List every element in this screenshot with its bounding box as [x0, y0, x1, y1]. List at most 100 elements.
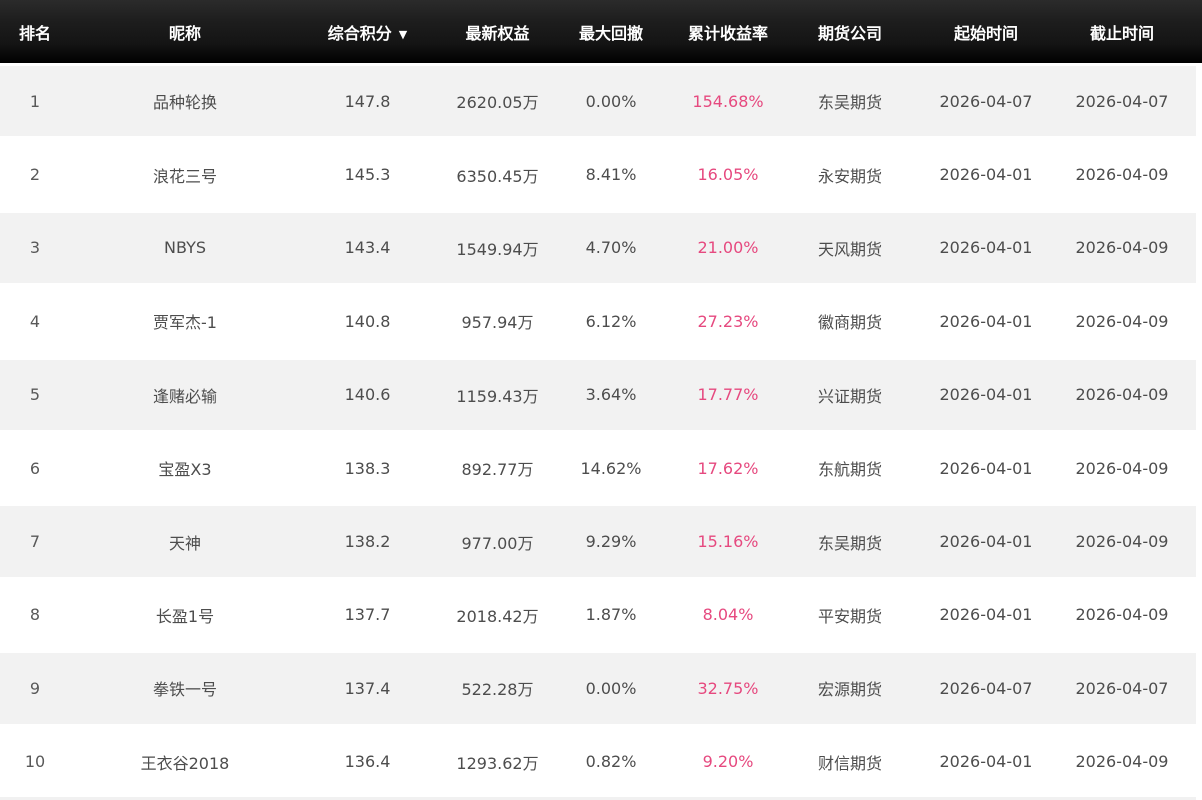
cell-start_date: 2026-04-01 [906, 723, 1066, 797]
column-header-company: 期货公司 [794, 0, 906, 63]
column-label: 累计收益率 [687, 23, 768, 43]
cell-start_date: 2026-04-01 [906, 576, 1066, 651]
cell-rank: 5 [0, 356, 70, 430]
header-row: 排名 昵称 综合积分 ▼ 最新权益 最大回撤 累计收益率 期货公司 起始时间 截止时间 [0, 0, 1202, 63]
cell-start_date: 2026-04-01 [906, 136, 1066, 210]
table-row: 8 长盈1号 137.7 2018.42万 1.87% 8.04% 平安期货 2026-04-… [0, 576, 1202, 651]
cell-end_date: 2026-04-07 [1066, 63, 1202, 137]
cell-start_date: 2026-04-07 [906, 63, 1066, 137]
cell-drawdown: 6.12% [560, 283, 662, 357]
cell-company: 东航期货 [794, 429, 906, 504]
column-label: 期货公司 [817, 23, 882, 43]
cell-return_rate: 8.04% [662, 576, 794, 651]
table-row: 6 宝盈X3 138.3 892.77万 14.62% 17.62% 东航期货 2026-04… [0, 429, 1202, 504]
cell-company: 财信期货 [794, 723, 906, 797]
column-label: 最大回撤 [578, 23, 643, 43]
cell-equity: 957.94万 [435, 283, 560, 357]
cell-nickname: 贾军杰-1 [70, 283, 300, 357]
cell-start_date: 2026-04-01 [906, 283, 1066, 357]
cell-return_rate: 154.68% [662, 63, 794, 137]
cell-company: 东吴期货 [794, 503, 906, 577]
column-header-score[interactable]: 综合积分 ▼ [300, 0, 435, 63]
cell-score: 136.4 [300, 723, 435, 797]
cell-equity: 1159.43万 [435, 356, 560, 430]
table-row: 5 逢赌必输 140.6 1159.43万 3.64% 17.77% 兴证期货 2026-04… [0, 356, 1202, 430]
cell-equity: 2620.05万 [435, 63, 560, 137]
cell-nickname: 逢赌必输 [70, 356, 300, 430]
cell-nickname: 拳铁一号 [70, 650, 300, 724]
cell-equity: 892.77万 [435, 429, 560, 504]
cell-score: 140.6 [300, 356, 435, 430]
table-row: 9 拳铁一号 137.4 522.28万 0.00% 32.75% 宏源期货 2026-04-… [0, 650, 1202, 724]
cell-nickname: 宝盈X3 [70, 429, 300, 504]
cell-score: 138.3 [300, 429, 435, 504]
cell-end_date: 2026-04-09 [1066, 356, 1202, 430]
column-header-equity: 最新权益 [435, 0, 560, 63]
cell-nickname: 天神 [70, 503, 300, 577]
cell-company: 平安期货 [794, 576, 906, 651]
table-row: 4 贾军杰-1 140.8 957.94万 6.12% 27.23% 徽商期货 2026-04… [0, 283, 1202, 357]
cell-nickname: NBYS [70, 209, 300, 284]
cell-rank: 8 [0, 576, 70, 651]
table-row: 10 王衣谷2018 136.4 1293.62万 0.82% 9.20% 财信期货 2026… [0, 723, 1202, 797]
cell-equity: 522.28万 [435, 650, 560, 724]
cell-end_date: 2026-04-07 [1066, 650, 1202, 724]
cell-drawdown: 0.00% [560, 650, 662, 724]
cell-end_date: 2026-04-09 [1066, 576, 1202, 651]
cell-score: 138.2 [300, 503, 435, 577]
cell-nickname: 长盈1号 [70, 576, 300, 651]
cell-rank: 4 [0, 283, 70, 357]
cell-return_rate: 32.75% [662, 650, 794, 724]
cell-equity: 2018.42万 [435, 576, 560, 651]
cell-return_rate: 17.62% [662, 429, 794, 504]
cell-start_date: 2026-04-01 [906, 503, 1066, 577]
cell-score: 137.4 [300, 650, 435, 724]
cell-drawdown: 3.64% [560, 356, 662, 430]
cell-start_date: 2026-04-01 [906, 356, 1066, 430]
column-label: 最新权益 [465, 23, 530, 43]
cell-drawdown: 14.62% [560, 429, 662, 504]
cell-return_rate: 9.20% [662, 723, 794, 797]
cell-company: 宏源期货 [794, 650, 906, 724]
table-row: 7 天神 138.2 977.00万 9.29% 15.16% 东吴期货 2026-04-01… [0, 503, 1202, 577]
column-header-return_rate: 累计收益率 [662, 0, 794, 63]
cell-equity: 1549.94万 [435, 209, 560, 284]
cell-end_date: 2026-04-09 [1066, 209, 1202, 284]
cell-return_rate: 27.23% [662, 283, 794, 357]
cell-end_date: 2026-04-09 [1066, 503, 1202, 577]
cell-drawdown: 1.87% [560, 576, 662, 651]
cell-score: 147.8 [300, 63, 435, 137]
column-label: 起始时间 [953, 23, 1018, 43]
cell-return_rate: 21.00% [662, 209, 794, 284]
cell-rank: 9 [0, 650, 70, 724]
column-label: 综合积分 [327, 23, 392, 43]
next-row-peek [0, 796, 1196, 800]
table-row: 2 浪花三号 145.3 6350.45万 8.41% 16.05% 永安期货 2026-04… [0, 136, 1202, 210]
cell-return_rate: 15.16% [662, 503, 794, 577]
cell-rank: 1 [0, 63, 70, 137]
cell-rank: 7 [0, 503, 70, 577]
sort-desc-icon[interactable]: ▼ [398, 27, 408, 41]
cell-nickname: 王衣谷2018 [70, 723, 300, 797]
cell-equity: 977.00万 [435, 503, 560, 577]
cell-drawdown: 4.70% [560, 209, 662, 284]
cell-drawdown: 0.00% [560, 63, 662, 137]
cell-equity: 6350.45万 [435, 136, 560, 210]
cell-end_date: 2026-04-09 [1066, 136, 1202, 210]
table-row: 1 品种轮换 147.8 2620.05万 0.00% 154.68% 东吴期货 2026-0… [0, 63, 1202, 137]
cell-end_date: 2026-04-09 [1066, 429, 1202, 504]
cell-drawdown: 9.29% [560, 503, 662, 577]
cell-company: 永安期货 [794, 136, 906, 210]
cell-rank: 2 [0, 136, 70, 210]
cell-equity: 1293.62万 [435, 723, 560, 797]
cell-rank: 6 [0, 429, 70, 504]
table-header: 排名 昵称 综合积分 ▼ 最新权益 最大回撤 累计收益率 期货公司 起始时间 截止时间 [0, 0, 1202, 63]
cell-return_rate: 17.77% [662, 356, 794, 430]
column-header-rank: 排名 [0, 0, 70, 63]
column-header-nickname: 昵称 [70, 0, 300, 63]
cell-end_date: 2026-04-09 [1066, 723, 1202, 797]
cell-nickname: 浪花三号 [70, 136, 300, 210]
column-label: 排名 [18, 23, 51, 43]
